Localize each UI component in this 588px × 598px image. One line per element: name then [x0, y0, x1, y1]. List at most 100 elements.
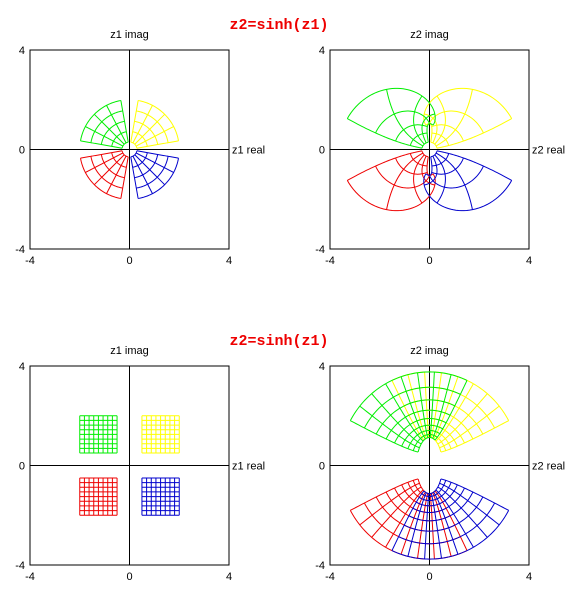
- grid-line-q4: [435, 152, 473, 210]
- z2-plane-panel: z2 imag z2 real 4 0 -4-4 0 4: [315, 29, 565, 267]
- grid-line-q4: [434, 154, 446, 204]
- grid-line-q4: [136, 150, 179, 159]
- grid-line-q1: [435, 383, 474, 442]
- grid-line-q2: [429, 372, 435, 438]
- grid-line-q2: [80, 140, 123, 149]
- diagram-title: z2=sinh(z1): [229, 17, 328, 34]
- tick-label-y-min: -4: [15, 560, 25, 572]
- z1-plane-panel: z1 imag z1 real 4 0 -4-4 0 4: [15, 345, 265, 583]
- tick-label-y-mid: 0: [19, 145, 25, 157]
- grid-line-q1: [130, 100, 139, 143]
- grid-line-q2: [426, 123, 434, 143]
- grid-line-q2: [359, 405, 420, 449]
- grid-line-q3: [359, 482, 420, 526]
- imag-axis-label: z2 imag: [410, 345, 449, 357]
- grid-line-q2: [434, 380, 468, 441]
- tick-label-x-min: -4: [325, 571, 335, 583]
- mapped-grids: [80, 100, 179, 199]
- tick-label-x-max: 4: [226, 571, 232, 583]
- grid-line-q1: [132, 105, 153, 144]
- grid-line-q1: [436, 118, 512, 149]
- mapped-grids: [79, 415, 180, 516]
- grid-line-q2: [421, 113, 435, 144]
- grid-line-q4: [425, 156, 433, 176]
- tick-label-x-max: 4: [226, 255, 232, 267]
- imag-axis-label: z1 imag: [110, 345, 149, 357]
- tick-label-x-mid: 0: [126, 571, 132, 583]
- grid-line-q2: [350, 420, 419, 453]
- grid-line-q3: [421, 155, 435, 186]
- grid-line-q3: [385, 489, 424, 548]
- imag-axis-label: z1 imag: [110, 29, 149, 41]
- grid-line-q1: [135, 126, 174, 147]
- grid-line-q1: [136, 140, 179, 149]
- grid-line-q4: [424, 493, 430, 559]
- grid-line-q4: [436, 150, 512, 181]
- grid-line-q1: [134, 113, 166, 145]
- z1-plane-panel: z1 imag z1 real 4 0 -4-4 0 4: [15, 29, 265, 267]
- grid-line-q4: [391, 490, 425, 551]
- grid-line-q3: [93, 154, 125, 186]
- tick-label-y-mid: 0: [19, 461, 25, 473]
- tick-label-y-max: 4: [319, 45, 325, 57]
- tick-label-y-max: 4: [319, 361, 325, 373]
- real-axis-label: z2 real: [532, 145, 565, 157]
- grid-line-q1: [439, 405, 500, 449]
- tick-label-y-mid: 0: [319, 461, 325, 473]
- tick-label-x-min: -4: [25, 571, 35, 583]
- grid-line-q3: [85, 152, 124, 173]
- grid-line-q4: [437, 486, 488, 538]
- grid-line-q4: [407, 492, 427, 557]
- grid-line-q2: [386, 89, 424, 147]
- tick-label-y-max: 4: [19, 361, 25, 373]
- real-axis-label: z2 real: [532, 461, 565, 473]
- grid-line-q2: [413, 95, 425, 145]
- grid-line-q4: [433, 491, 459, 555]
- grid-line-q3: [350, 478, 419, 511]
- mapped-grids: [346, 87, 513, 212]
- grid-line-q2: [347, 118, 423, 149]
- grid-line-q2: [93, 113, 125, 145]
- grid-line-q4: [134, 154, 166, 186]
- mapped-grids: [349, 371, 510, 560]
- grid-line-q4: [430, 493, 442, 559]
- grid-line-q2: [432, 374, 452, 439]
- tick-label-x-mid: 0: [126, 255, 132, 267]
- grid-line-q3: [371, 486, 422, 538]
- grid-line-q4: [440, 478, 509, 511]
- diagram-title: z2=sinh(z1): [229, 333, 328, 350]
- tick-label-y-max: 4: [19, 45, 25, 57]
- tick-label-x-min: -4: [25, 255, 35, 267]
- grid-line-q2: [106, 105, 127, 144]
- grid-line-q1: [435, 89, 473, 147]
- grid-line-q4: [439, 482, 500, 526]
- grid-line-q3: [413, 154, 425, 204]
- grid-line-q2: [85, 126, 124, 147]
- grid-line-q1: [424, 113, 438, 144]
- tick-label-y-min: -4: [15, 244, 25, 256]
- grid-line-q2: [417, 372, 429, 438]
- tick-label-y-min: -4: [315, 244, 325, 256]
- grid-line-q4: [132, 155, 153, 194]
- grid-line-q3: [106, 155, 127, 194]
- grid-line-q4: [424, 155, 438, 186]
- grid-line-q2: [371, 393, 422, 445]
- grid-line-q4: [435, 489, 474, 548]
- grid-line-q2: [400, 376, 426, 440]
- grid-line-q3: [347, 150, 423, 181]
- imag-axis-label: z2 imag: [410, 29, 449, 41]
- tick-label-x-max: 4: [526, 571, 532, 583]
- grid-line-q3: [120, 156, 129, 199]
- grid-line-q3: [80, 150, 123, 159]
- z2-plane-panel: z2 imag z2 real 4 0 -4-4 0 4: [315, 345, 565, 583]
- grid-line-q3: [386, 152, 424, 210]
- tick-label-x-min: -4: [325, 255, 335, 267]
- grid-line-q4: [135, 152, 174, 173]
- tick-label-x-max: 4: [526, 255, 532, 267]
- real-axis-label: z1 real: [232, 145, 265, 157]
- real-axis-label: z1 real: [232, 461, 265, 473]
- tick-label-x-mid: 0: [426, 571, 432, 583]
- grid-line-q4: [130, 156, 139, 199]
